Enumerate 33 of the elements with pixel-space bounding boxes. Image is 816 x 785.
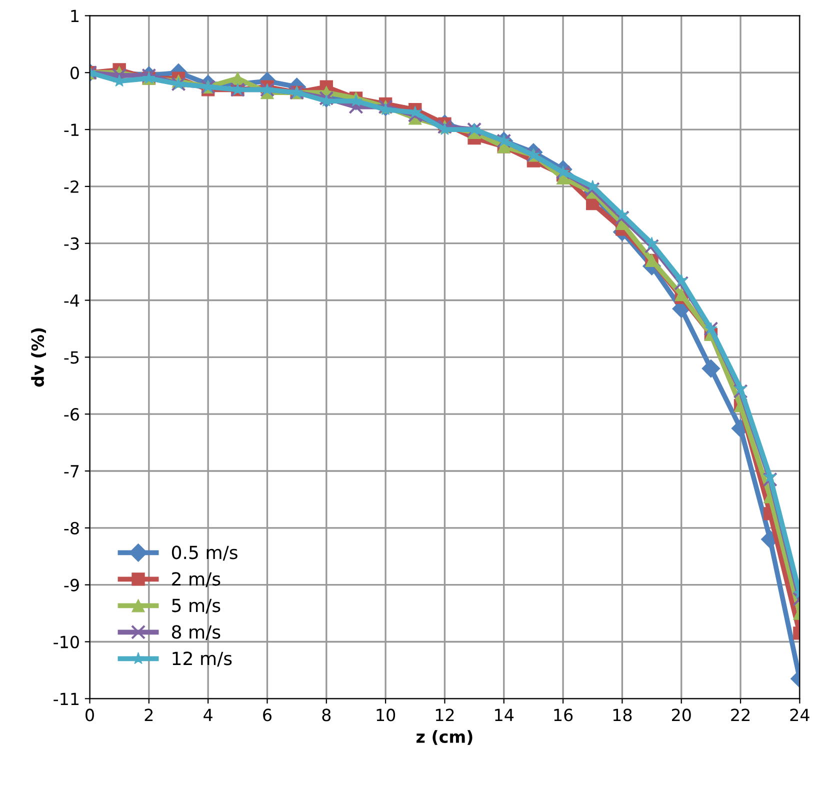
x-tick-label: 0 bbox=[86, 708, 94, 722]
x-tick-label: 20 bbox=[672, 708, 691, 722]
y-tick-label: -1 bbox=[64, 124, 78, 136]
legend-label: 12 m/s bbox=[172, 652, 232, 667]
y-tick-label: -3 bbox=[64, 237, 79, 250]
x-tick-label: 12 bbox=[436, 708, 454, 722]
y-tick-label: 0 bbox=[70, 66, 79, 80]
legend-label: 0.5 m/s bbox=[172, 546, 238, 561]
y-tick-label: -10 bbox=[54, 636, 79, 648]
y-tick-label: -2 bbox=[64, 180, 78, 193]
x-tick-label: 8 bbox=[322, 708, 331, 722]
legend-label: 5 m/s bbox=[172, 598, 220, 614]
y-tick-label: -11 bbox=[54, 692, 78, 705]
y-tick-label: 1 bbox=[71, 10, 78, 22]
x-tick-label: 18 bbox=[613, 708, 632, 722]
legend-label: 8 m/s bbox=[172, 625, 220, 640]
y-tick-label: -7 bbox=[64, 465, 79, 478]
x-tick-label: 16 bbox=[554, 708, 573, 722]
x-tick-label: 14 bbox=[495, 708, 514, 722]
x-tick-label: 24 bbox=[790, 708, 810, 722]
x-tick-label: 4 bbox=[204, 708, 212, 722]
x-tick-label: 22 bbox=[731, 708, 750, 722]
y-tick-label: -8 bbox=[64, 522, 79, 534]
y-tick-label: -5 bbox=[64, 351, 79, 364]
legend-label: 2 m/s bbox=[172, 572, 220, 588]
y-tick-label: -6 bbox=[64, 408, 79, 421]
y-tick-label: -9 bbox=[64, 578, 79, 592]
x-tick-label: 6 bbox=[263, 708, 272, 722]
x-axis-title: z (cm) bbox=[416, 730, 472, 745]
y-axis-title: dv (%) bbox=[31, 328, 46, 387]
x-tick-label: 10 bbox=[376, 708, 396, 722]
y-tick-label: -4 bbox=[64, 294, 80, 307]
x-tick-label: 2 bbox=[144, 708, 153, 722]
